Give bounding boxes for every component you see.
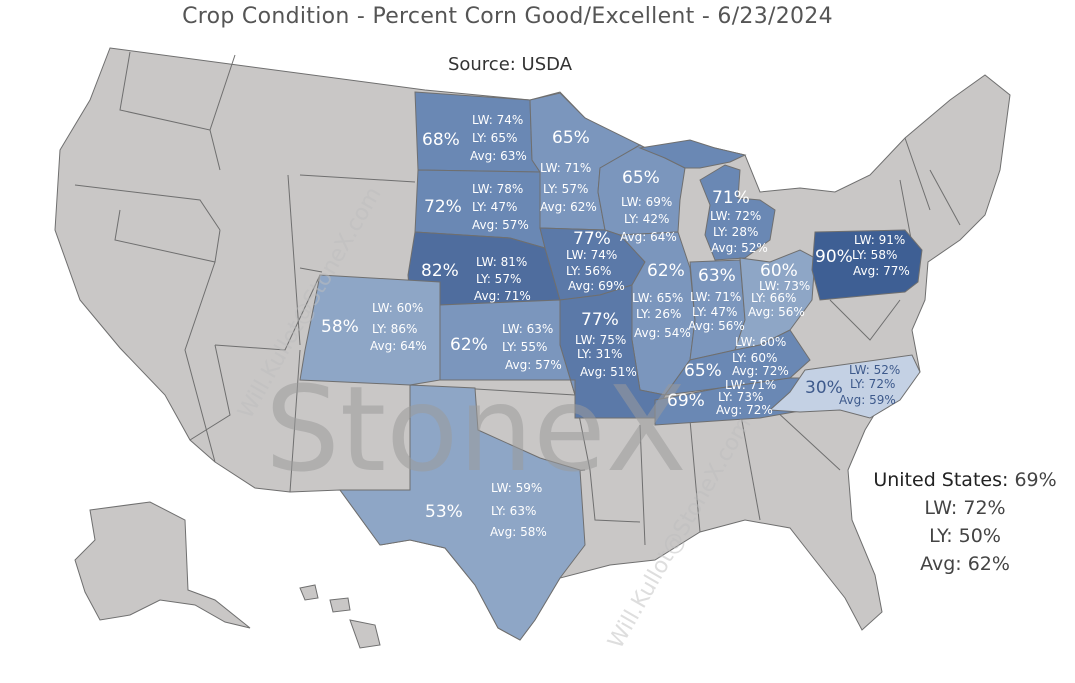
us-summary-ly: LY: 50%	[929, 525, 1001, 547]
state-label-tx-lw: LW: 59%	[491, 481, 542, 495]
state-label-mo-avg: Avg: 51%	[580, 365, 637, 379]
state-label-ne-avg: Avg: 71%	[474, 289, 531, 303]
state-label-mn-current: 65%	[552, 128, 590, 148]
state-label-ia-avg: Avg: 69%	[568, 279, 625, 293]
state-label-co-lw: LW: 60%	[372, 301, 423, 315]
us-summary-avg: Avg: 62%	[920, 553, 1010, 575]
state-label-oh-lw: LW: 73%	[759, 279, 810, 293]
state-label-nc-ly: LY: 72%	[850, 377, 895, 391]
state-label-co-avg: Avg: 64%	[370, 339, 427, 353]
state-label-ks-ly: LY: 55%	[502, 340, 547, 354]
state-label-mi-ly: LY: 28%	[713, 225, 758, 239]
state-label-mi-lw: LW: 72%	[710, 209, 761, 223]
state-label-co-current: 58%	[321, 317, 359, 337]
state-label-ky-ly: LY: 60%	[732, 351, 777, 365]
state-label-in-ly: LY: 47%	[692, 305, 737, 319]
state-label-ks-current: 62%	[450, 335, 488, 355]
state-shape-ky	[663, 329, 811, 396]
state-label-ia-current: 77%	[573, 229, 611, 249]
state-label-wi-avg: Avg: 64%	[620, 230, 677, 244]
state-label-tx-ly: LY: 63%	[491, 504, 536, 518]
state-label-in-current: 63%	[698, 266, 736, 286]
state-label-mn-ly: LY: 57%	[543, 182, 588, 196]
state-label-in-lw: LW: 71%	[690, 290, 741, 304]
state-label-il-ly: LY: 26%	[636, 307, 681, 321]
state-label-mo-ly: LY: 31%	[577, 347, 622, 361]
state-label-ia-lw: LW: 74%	[566, 248, 617, 262]
state-label-tx-current: 53%	[425, 502, 463, 522]
state-label-ks-avg: Avg: 57%	[505, 358, 562, 372]
state-shapes	[299, 91, 923, 641]
state-label-ky-lw: LW: 60%	[735, 335, 786, 349]
state-label-pa-current: 90%	[815, 247, 853, 267]
hawaii-shape-2	[329, 597, 351, 613]
hawaii-shape-1	[299, 584, 319, 601]
state-label-il-avg: Avg: 54%	[634, 326, 691, 340]
state-label-nc-lw: LW: 52%	[849, 363, 900, 377]
state-label-mo-current: 77%	[581, 310, 619, 330]
us-summary-label: United States:	[873, 469, 1009, 491]
us-summary-current: United States: 69%	[855, 466, 1075, 494]
map-source: Source: USDA	[447, 54, 573, 75]
state-shape-tx	[339, 384, 586, 641]
state-label-sd-current: 72%	[424, 197, 462, 217]
state-label-pa-avg: Avg: 77%	[853, 264, 910, 278]
state-label-ne-current: 82%	[421, 261, 459, 281]
state-label-co-ly: LY: 86%	[372, 322, 417, 336]
state-label-wi-lw: LW: 69%	[621, 195, 672, 209]
state-label-ne-ly: LY: 57%	[476, 272, 521, 286]
state-label-ky-avg: Avg: 72%	[732, 364, 789, 378]
watermark-logo: StoneX	[265, 360, 687, 498]
alaska-shape	[74, 501, 251, 629]
map-title: Crop Condition - Percent Corn Good/Excel…	[182, 4, 833, 29]
state-label-wi-current: 65%	[622, 168, 660, 188]
state-label-mo-lw: LW: 75%	[575, 333, 626, 347]
state-shape-mi-upper	[638, 139, 747, 169]
state-label-nc-current: 30%	[805, 378, 843, 398]
state-label-nd-lw: LW: 74%	[472, 113, 523, 127]
state-label-tn-ly: LY: 73%	[718, 390, 763, 404]
state-label-nd-current: 68%	[422, 130, 460, 150]
state-label-oh-ly: LY: 66%	[751, 291, 796, 305]
state-label-pa-lw: LW: 91%	[854, 233, 905, 247]
state-label-tn-current: 69%	[667, 391, 705, 411]
state-label-tn-lw: LW: 71%	[725, 378, 776, 392]
state-label-ky-current: 65%	[684, 361, 722, 381]
state-label-tn-avg: Avg: 72%	[716, 403, 773, 417]
state-labels: 68% LW: 74% LY: 65% Avg: 63% 65% LW: 71%…	[321, 113, 910, 539]
state-label-ia-ly: LY: 56%	[566, 264, 611, 278]
state-label-wi-ly: LY: 42%	[624, 212, 669, 226]
state-label-mi-current: 71%	[712, 188, 750, 208]
state-label-il-current: 62%	[647, 261, 685, 281]
state-label-pa-ly: LY: 58%	[852, 248, 897, 262]
state-shape-pa	[811, 229, 923, 301]
state-label-tx-avg: Avg: 58%	[490, 525, 547, 539]
state-shape-oh	[734, 249, 816, 351]
state-label-ks-lw: LW: 63%	[502, 322, 553, 336]
state-label-mn-lw: LW: 71%	[540, 161, 591, 175]
state-label-mi-avg: Avg: 52%	[711, 241, 768, 255]
state-shape-nc	[768, 354, 921, 419]
state-label-in-avg: Avg: 56%	[688, 319, 745, 333]
state-label-mn-avg: Avg: 62%	[540, 200, 597, 214]
state-label-oh-avg: Avg: 56%	[748, 305, 805, 319]
state-label-il-lw: LW: 65%	[632, 291, 683, 305]
state-label-ne-lw: LW: 81%	[476, 255, 527, 269]
state-label-sd-lw: LW: 78%	[472, 182, 523, 196]
state-label-nd-avg: Avg: 63%	[470, 149, 527, 163]
state-label-sd-ly: LY: 47%	[472, 200, 517, 214]
us-summary-lw: LW: 72%	[924, 497, 1006, 519]
state-label-nd-ly: LY: 65%	[472, 131, 517, 145]
us-summary: United States: 69% LW: 72% LY: 50% Avg: …	[855, 466, 1075, 578]
state-label-sd-avg: Avg: 57%	[472, 218, 529, 232]
state-label-nc-avg: Avg: 59%	[839, 393, 896, 407]
state-shape-mi	[699, 164, 776, 261]
hawaii-shape-3	[349, 619, 381, 649]
state-label-oh-current: 60%	[760, 261, 798, 281]
us-summary-value: 69%	[1014, 469, 1057, 491]
alaska-hawaii	[74, 501, 381, 649]
